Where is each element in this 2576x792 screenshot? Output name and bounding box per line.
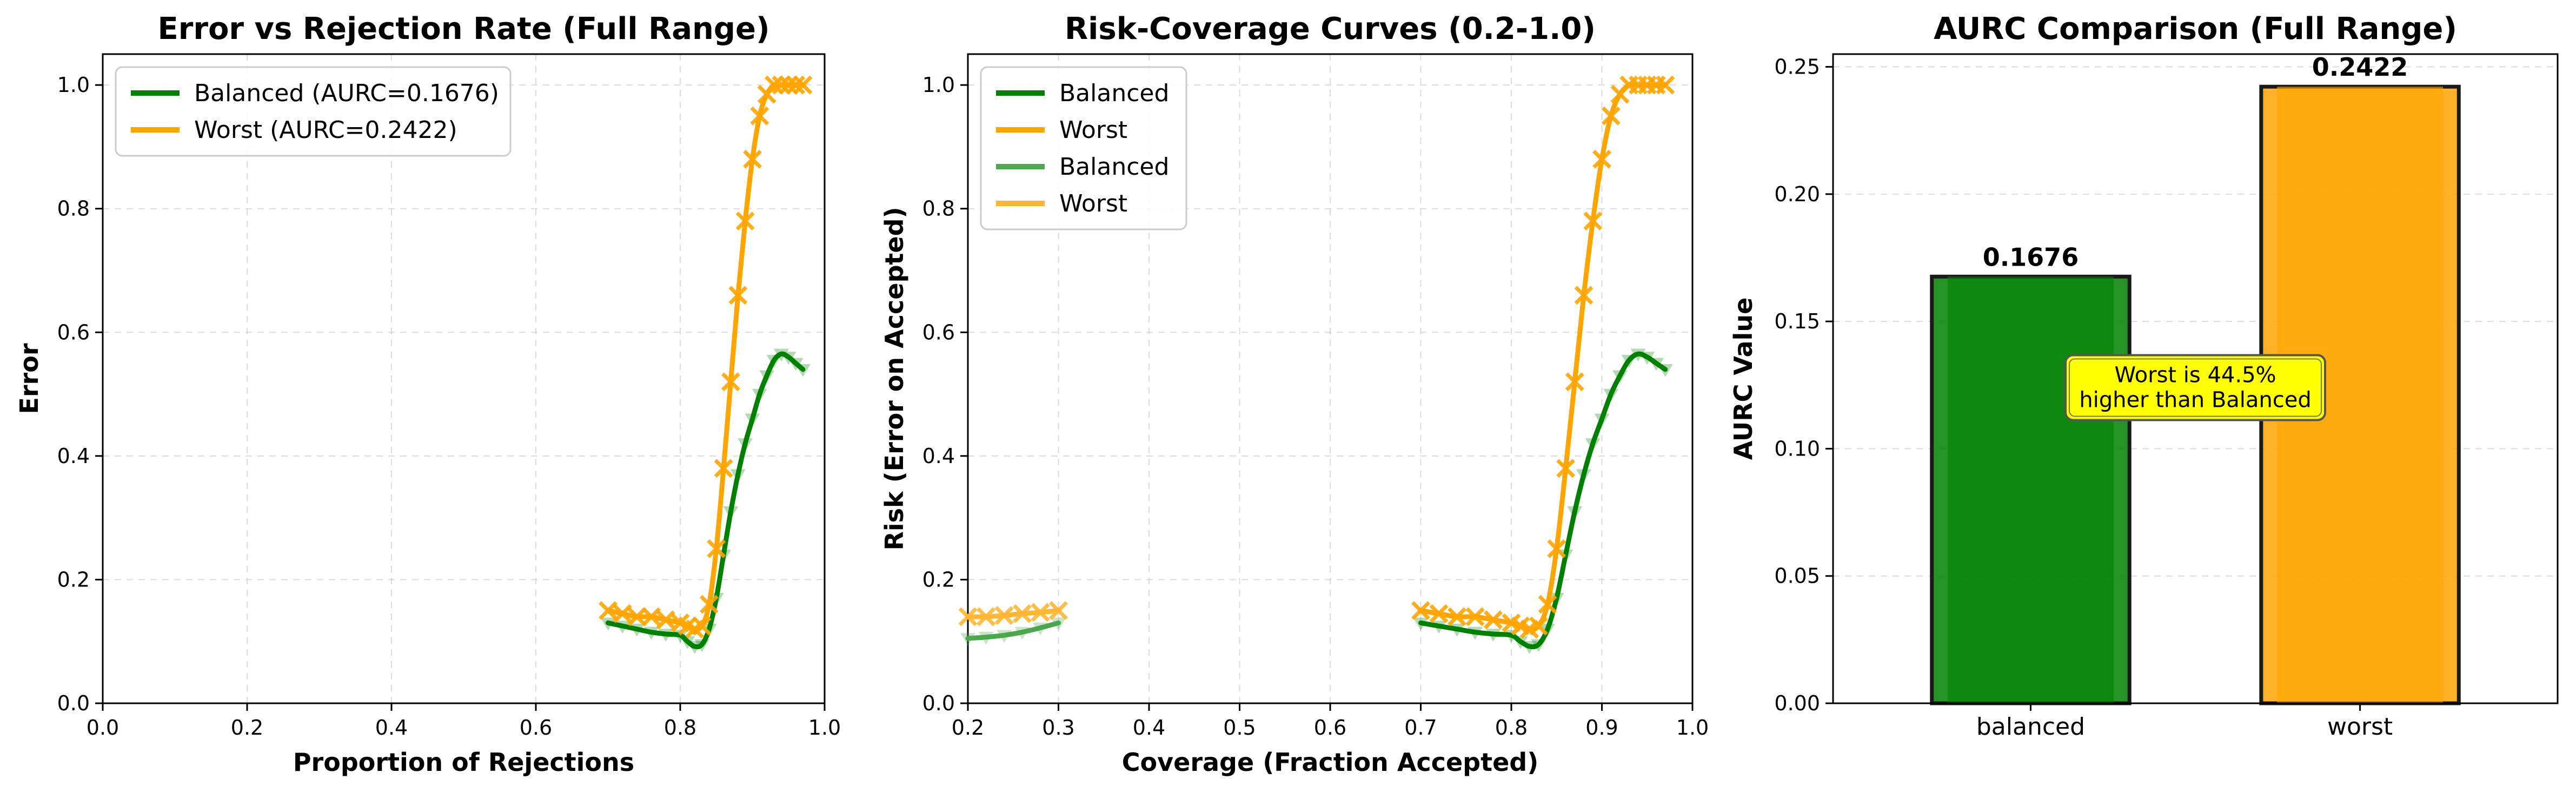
- y-tick-label-0-4: 0.8: [57, 197, 90, 221]
- legend-box-1: [980, 66, 1187, 230]
- chart-title-2: AURC Comparison (Full Range): [1934, 11, 2457, 47]
- chart-title-0: Error vs Rejection Rate (Full Range): [157, 11, 769, 47]
- panel-0: 0.0 0.2 0.4 0.6 0.8 1.0 0.0 0.2 0.4 0.6 0.8 1.0 Erro…: [15, 11, 841, 777]
- x-tick-label-0-1: 0.2: [231, 716, 263, 740]
- y-tick-label-2-5: 0.25: [1774, 55, 1820, 79]
- x-tick-label-0-5: 1.0: [808, 716, 841, 740]
- bar-balanced: 0.1676: [1930, 242, 2132, 705]
- legend-box-0: [115, 66, 512, 157]
- y-tick-label-2-2: 0.10: [1774, 437, 1820, 460]
- series-1-0: [1413, 348, 1673, 654]
- axes-frame-2: [1832, 53, 2559, 704]
- annotation-box-inner: [2069, 358, 2322, 417]
- series-1-1: [1411, 75, 1675, 639]
- legend-label-1-0: Balanced: [1059, 80, 1169, 107]
- x-tick-label-1-0: 0.2: [952, 716, 984, 740]
- legend-label-1-3: Worst: [1059, 190, 1127, 217]
- bar-value-label-0: 0.1676: [1983, 242, 2079, 272]
- panel-1: 0.2 0.3 0.4 0.5 0.6 0.7 0.8 0.9 1.00.00.20.40.60…: [880, 11, 1709, 777]
- y-tick-label-2-1: 0.05: [1774, 564, 1820, 588]
- series-line-0-1: [606, 82, 806, 632]
- x-tick-label-1-2: 0.4: [1133, 716, 1165, 740]
- x-tick-label-1-4: 0.6: [1314, 716, 1346, 740]
- y-tick-label-1-2: 0.4: [922, 444, 955, 468]
- x-tick-label-1-3: 0.5: [1223, 716, 1256, 740]
- series-1-3: [958, 601, 1068, 626]
- series-line-1-2: [965, 620, 1061, 641]
- x-tick-label-0-2: 0.4: [375, 716, 408, 740]
- bar-inner-0: [1947, 276, 2114, 703]
- y-tick-label-1-3: 0.6: [922, 320, 955, 344]
- y-tick-label-2-0: 0.00: [1774, 691, 1820, 715]
- series-1-2: [960, 617, 1066, 646]
- y-axis-label-2: AURC Value: [1729, 298, 1758, 460]
- x-axis-label-1: Coverage (Fraction Accepted): [1122, 748, 1538, 777]
- chart-title-1: Risk-Coverage Curves (0.2-1.0): [1065, 11, 1596, 47]
- series-line-1-1: [1418, 82, 1668, 632]
- y-tick-label-1-1: 0.2: [922, 567, 955, 591]
- x-tick-label-1-6: 0.8: [1495, 716, 1528, 740]
- panel-2: 0.1676 balanced 0.2422 worst 0.00 0.05 0.10 0.1…: [1729, 11, 2559, 741]
- series-line-1-0: [1418, 351, 1668, 650]
- x-tick-label-1-5: 0.7: [1404, 716, 1437, 740]
- legend-1: Balanced Worst Balanced Worst: [980, 66, 1187, 230]
- y-tick-label-0-0: 0.0: [57, 691, 90, 715]
- y-tick-label-0-3: 0.6: [57, 320, 90, 344]
- y-tick-label-1-0: 0.0: [922, 691, 955, 715]
- category-label-1: worst: [2327, 713, 2393, 741]
- axes-frame-0: [102, 53, 826, 704]
- x-tick-label-0-0: 0.0: [87, 716, 119, 740]
- annotation-box: [2064, 354, 2326, 421]
- y-tick-label-2-3: 0.15: [1774, 309, 1820, 333]
- x-tick-label-1-1: 0.3: [1042, 716, 1074, 740]
- y-tick-label-0-5: 1.0: [57, 73, 90, 97]
- legend-0: Balanced (AURC=0.1676) Worst (AURC=0.2422…: [115, 66, 512, 157]
- annotation-line-1: higher than Balanced: [2079, 387, 2312, 412]
- x-tick-label-0-4: 0.8: [664, 716, 696, 740]
- legend-label-0-0: Balanced (AURC=0.1676): [194, 80, 499, 107]
- y-tick-label-0-1: 0.2: [57, 567, 90, 591]
- legend-label-0-1: Worst (AURC=0.2422): [194, 116, 457, 144]
- series-0-1: [599, 75, 813, 639]
- y-axis-label-0: Error: [15, 343, 44, 414]
- series-line-1-3: [965, 608, 1061, 619]
- annotation-line-0: Worst is 44.5%: [2114, 362, 2276, 387]
- y-tick-label-2-4: 0.20: [1774, 182, 1820, 206]
- x-tick-label-1-7: 0.9: [1585, 716, 1618, 740]
- y-tick-label-1-4: 0.8: [922, 197, 955, 221]
- legend-label-1-1: Worst: [1059, 116, 1127, 144]
- annotation: Worst is 44.5%higher than Balanced: [2064, 354, 2326, 421]
- y-axis-label-1: Risk (Error on Accepted): [880, 207, 909, 550]
- y-tick-label-0-2: 0.4: [57, 444, 90, 468]
- x-tick-label-0-3: 0.6: [520, 716, 552, 740]
- x-tick-label-1-8: 1.0: [1676, 716, 1709, 740]
- legend-label-1-2: Balanced: [1059, 153, 1169, 181]
- x-axis-label-0: Proportion of Rejections: [293, 748, 634, 777]
- bar-value-label-1: 0.2422: [2312, 52, 2408, 82]
- y-tick-label-1-5: 1.0: [922, 73, 955, 97]
- category-label-0: balanced: [1976, 713, 2085, 741]
